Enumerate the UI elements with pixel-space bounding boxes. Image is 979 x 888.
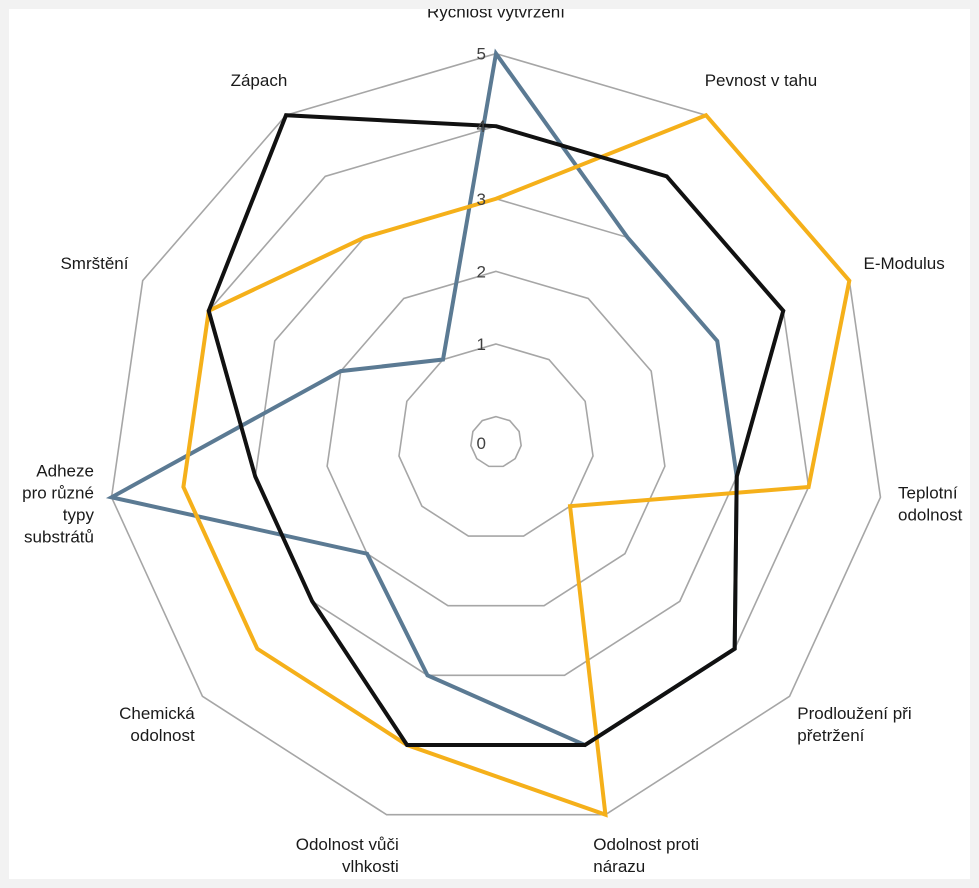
series-line-2 [181,112,852,818]
axis-label-layer: Rychlost vytvrzení Pevnost v tahu E-Modulu… [22,9,962,876]
axis-label-2-line-1: Pevnost v tahu [705,71,817,90]
axis-label-7-line-2: vlhkosti [342,857,399,876]
axis-label-11: Zápach [231,71,288,90]
grid-ring-3 [254,197,738,677]
tick-label-3: 3 [477,190,486,209]
series-layer [105,48,852,818]
axis-label-6-line-1: Odolnost proti [593,835,699,854]
axis-label-4-line-1: Teplotní [898,483,958,502]
axis-label-9: Adheze pro různé typy substrátů [22,461,94,546]
axis-label-1: Rychlost vytvrzení [427,9,565,22]
axis-label-7-line-1: Odolnost vůči [296,835,399,854]
grid-ring-2 [326,270,666,607]
axis-label-7: Odolnost vůči vlhkosti [296,835,399,876]
axis-label-3: E-Modulus [864,254,945,273]
series-line-3 [206,113,786,748]
axis-label-11-line-1: Zápach [231,71,288,90]
axis-label-8-line-2: odolnost [130,726,195,745]
axis-label-6: Odolnost proti nárazu [593,835,699,876]
tick-label-5: 5 [477,45,486,64]
axis-label-9-line-1: Adheze [36,461,94,480]
axis-label-9-line-3: typy [63,505,95,524]
axis-label-5-line-2: přetržení [797,726,864,745]
axis-label-10: Smrštění [60,254,128,273]
axis-label-10-line-1: Smrštění [60,254,128,273]
axis-label-3-line-1: E-Modulus [864,254,945,273]
axis-label-9-line-2: pro různé [22,483,94,502]
axis-label-5: Prodloužení při přetržení [797,704,911,745]
radar-chart: 0 1 2 3 4 5 Rychlost vytvrzení Pevnost v tahu E… [22,9,962,876]
axis-label-2: Pevnost v tahu [705,71,817,90]
axis-label-4-line-2: odolnost [898,505,963,524]
axis-label-9-line-4: substrátů [24,527,94,546]
tick-label-4: 4 [477,117,486,136]
grid-ring-4 [182,125,810,746]
tick-layer: 0 1 2 3 4 5 [477,45,486,453]
tick-label-2: 2 [477,262,486,281]
tick-label-0: 0 [477,434,486,453]
series-line-1 [105,48,739,748]
grid-ring-0 [470,415,522,468]
axis-label-4: Teplotní odolnost [898,483,963,524]
axis-label-1-line-1: Rychlost vytvrzení [427,9,565,22]
axis-label-8-line-1: Chemická [119,704,195,723]
axis-label-6-line-2: nárazu [593,857,645,876]
axis-label-5-line-1: Prodloužení při [797,704,911,723]
axis-label-8: Chemická odolnost [119,704,195,745]
tick-label-1: 1 [477,335,486,354]
grid-ring-1 [398,343,594,537]
plot-area: 0 1 2 3 4 5 Rychlost vytvrzení Pevnost v tahu E… [9,9,970,879]
